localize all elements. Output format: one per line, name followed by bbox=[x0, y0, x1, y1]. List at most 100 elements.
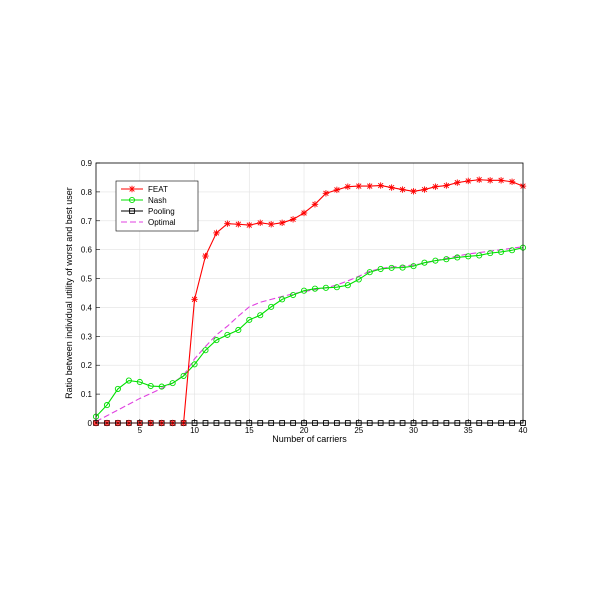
data-point-feat bbox=[399, 186, 406, 193]
data-point-feat bbox=[246, 221, 253, 229]
data-point-nash bbox=[366, 269, 373, 276]
data-point-feat bbox=[377, 182, 384, 189]
y-tick-label: 0.2 bbox=[81, 361, 93, 370]
data-point-nash bbox=[224, 331, 231, 338]
data-point-nash bbox=[114, 385, 121, 392]
x-tick-label: 5 bbox=[138, 426, 143, 435]
y-tick-label: 0.7 bbox=[81, 217, 93, 226]
series-optimal bbox=[95, 246, 524, 423]
data-point-nash bbox=[257, 312, 264, 319]
x-tick-label: 20 bbox=[300, 426, 309, 435]
data-point-feat bbox=[366, 182, 373, 190]
data-point-feat bbox=[257, 219, 264, 226]
data-point-feat bbox=[213, 229, 220, 237]
y-tick-label: 0.3 bbox=[81, 332, 93, 341]
data-point-nash bbox=[235, 326, 242, 334]
legend-item-pooling: Pooling bbox=[121, 207, 175, 216]
y-tick-label: 0.4 bbox=[81, 303, 93, 312]
legend-item-nash: Nash bbox=[121, 196, 167, 205]
data-point-nash bbox=[213, 337, 220, 344]
data-point-nash bbox=[333, 284, 340, 291]
data-point-nash bbox=[103, 402, 110, 409]
data-point-nash bbox=[279, 296, 286, 303]
legend-marker-feat bbox=[128, 185, 136, 193]
y-tick-label: 0.5 bbox=[81, 275, 93, 284]
data-point-feat bbox=[421, 186, 428, 193]
legend-marker-nash bbox=[128, 196, 136, 204]
data-point-nash bbox=[147, 382, 154, 390]
x-tick-label: 15 bbox=[245, 426, 254, 435]
legend-item-feat: FEAT bbox=[121, 185, 168, 194]
data-point-nash bbox=[498, 248, 505, 256]
data-point-nash bbox=[311, 285, 319, 292]
data-point-nash bbox=[322, 284, 329, 291]
data-point-nash bbox=[180, 372, 187, 379]
data-point-feat bbox=[289, 216, 297, 223]
legend-item-optimal: Optimal bbox=[121, 218, 176, 227]
data-point-nash bbox=[344, 282, 351, 289]
data-point-feat bbox=[300, 209, 308, 217]
data-point-feat bbox=[344, 183, 352, 190]
data-point-nash bbox=[158, 383, 165, 390]
data-point-feat bbox=[497, 177, 505, 184]
data-point-feat bbox=[432, 183, 439, 190]
data-point-feat bbox=[322, 190, 330, 197]
data-point-nash bbox=[377, 265, 384, 273]
data-point-feat bbox=[454, 179, 461, 186]
data-point-feat bbox=[235, 221, 242, 228]
x-tick-label: 40 bbox=[519, 426, 528, 435]
data-point-nash bbox=[465, 253, 472, 260]
x-axis-label: Number of carriers bbox=[272, 434, 347, 444]
data-point-nash bbox=[290, 291, 297, 299]
data-point-feat bbox=[278, 219, 286, 226]
x-tick-label: 35 bbox=[464, 426, 473, 435]
series-layer bbox=[92, 176, 527, 427]
data-point-nash bbox=[300, 287, 308, 294]
series-line-nash bbox=[95, 247, 524, 418]
data-point-feat bbox=[191, 296, 198, 303]
legend-label-pooling: Pooling bbox=[148, 207, 175, 216]
data-point-feat bbox=[476, 176, 483, 183]
data-point-feat bbox=[202, 252, 209, 260]
legend-label-optimal: Optimal bbox=[148, 218, 176, 227]
legend: FEAT Nash Pooling Optimal bbox=[115, 180, 199, 232]
x-tick-label: 10 bbox=[190, 426, 199, 435]
data-point-nash bbox=[268, 303, 275, 310]
data-point-nash bbox=[443, 256, 450, 263]
data-point-feat bbox=[486, 177, 494, 184]
data-point-nash bbox=[136, 378, 143, 386]
data-point-feat bbox=[311, 201, 319, 208]
legend-marker-pooling bbox=[129, 208, 135, 214]
legend-label-nash: Nash bbox=[148, 196, 167, 205]
data-point-nash bbox=[246, 316, 253, 323]
legend-label-feat: FEAT bbox=[148, 185, 168, 194]
data-point-nash bbox=[202, 347, 209, 354]
data-point-nash bbox=[421, 259, 428, 266]
x-tick-label: 25 bbox=[354, 426, 363, 435]
data-point-nash bbox=[169, 380, 176, 387]
data-point-nash bbox=[399, 264, 406, 271]
data-point-feat bbox=[333, 186, 341, 194]
data-point-feat bbox=[355, 182, 362, 190]
y-tick-label: 0.8 bbox=[81, 188, 93, 197]
data-point-feat bbox=[508, 178, 516, 185]
data-point-nash bbox=[355, 276, 362, 283]
data-point-feat bbox=[443, 182, 450, 189]
data-point-nash bbox=[454, 254, 461, 261]
series-nash bbox=[92, 244, 527, 420]
data-point-nash bbox=[509, 247, 516, 254]
data-point-feat bbox=[410, 188, 417, 195]
data-point-nash bbox=[388, 264, 395, 271]
data-point-feat bbox=[388, 184, 395, 191]
y-tick-label: 0.9 bbox=[81, 159, 93, 168]
data-point-feat bbox=[465, 177, 472, 185]
data-point-nash bbox=[410, 263, 417, 270]
axes: 5 10 15 20 25 30 35 40 0 0.1 0.2 0.3 0.4 0.5 0.6 0.7 0.8… bbox=[81, 159, 528, 435]
y-axis-label: Ratio between individual utility of wors… bbox=[64, 187, 74, 399]
data-point-feat bbox=[224, 220, 231, 227]
data-point-nash bbox=[487, 250, 494, 257]
data-point-nash bbox=[432, 257, 439, 264]
data-point-feat bbox=[267, 221, 275, 228]
series-line-optimal bbox=[95, 246, 524, 423]
